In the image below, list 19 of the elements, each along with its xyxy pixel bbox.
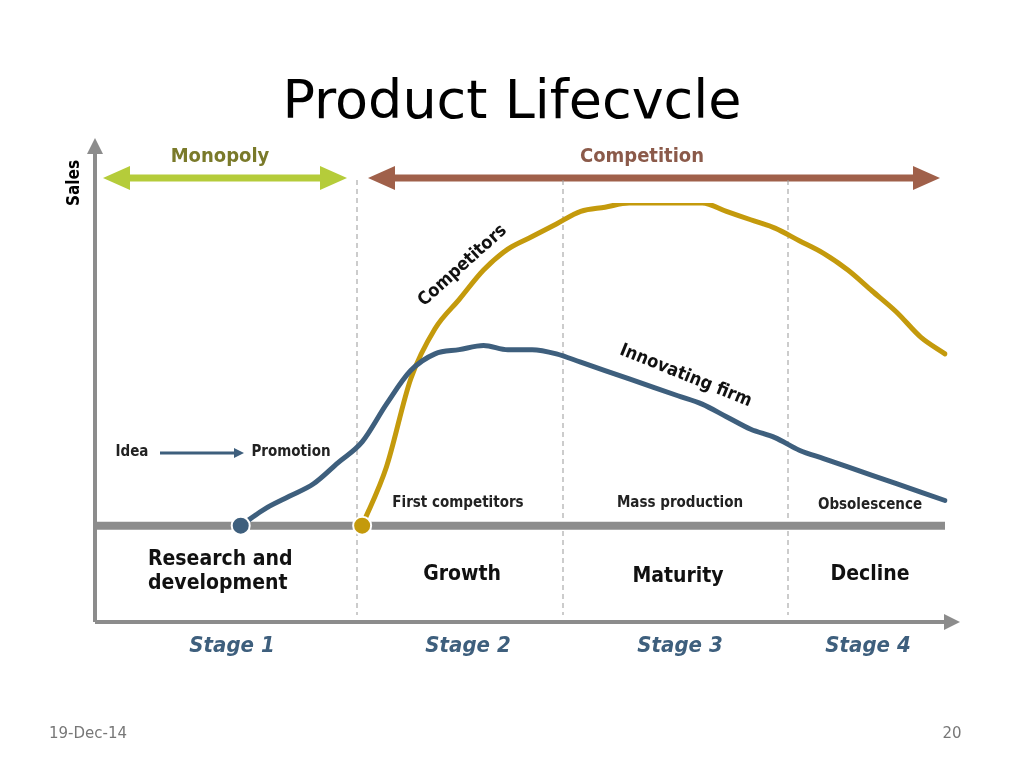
text: Stage 4 [825,632,911,658]
text: 19-Dec-14 [48,724,128,743]
annotation: Idea [115,442,149,461]
text: Stage 2 [425,632,511,658]
annotation: Promotion [251,442,331,461]
text: 20 [942,724,962,743]
annotation: Growth [423,560,501,586]
chart-title: Product Lifecvcle [282,67,742,132]
annotation: Research and development [148,545,294,595]
annotation: First competitors [392,493,524,512]
y-axis-title: Sales [63,159,84,207]
text: Competition [579,142,705,167]
text: Stage 3 [637,632,723,658]
text: Monopoly [170,142,270,167]
annotation: Decline [830,560,910,586]
text: Stage 1 [189,632,275,658]
annotation: Obsolescence [817,495,923,514]
annotation: Mass production [616,493,744,512]
annotation: Maturity [632,562,724,588]
